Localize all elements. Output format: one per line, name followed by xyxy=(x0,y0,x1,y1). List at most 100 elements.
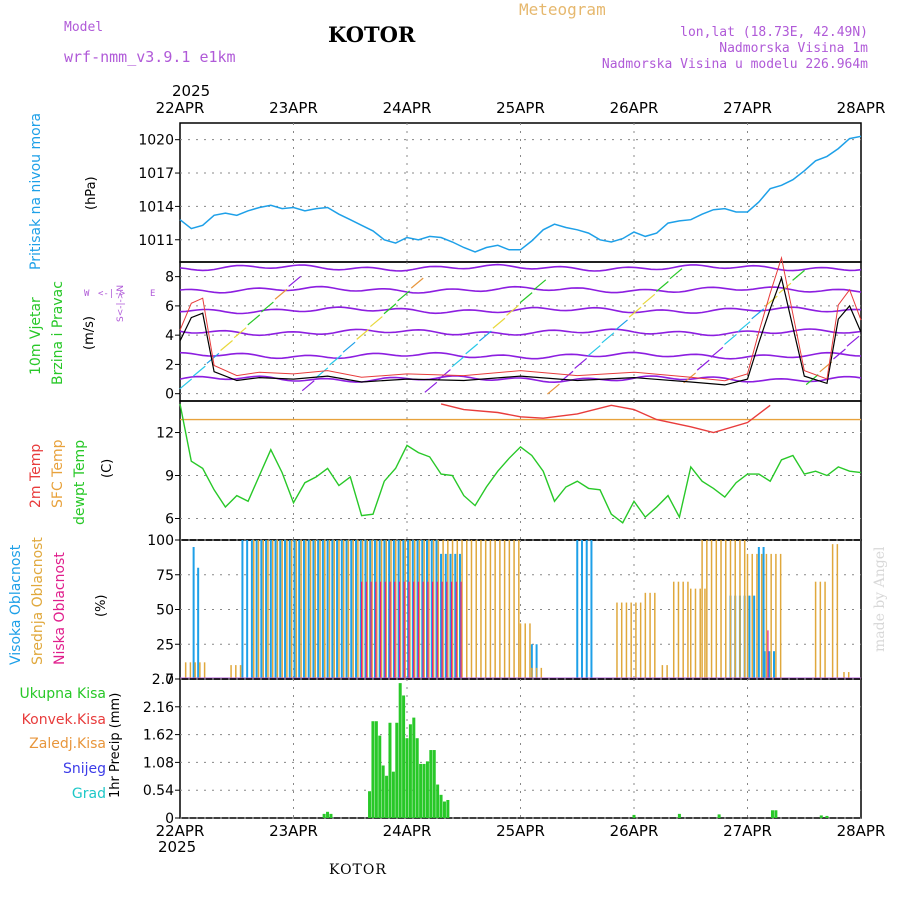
wind-barb xyxy=(710,346,724,358)
precip-bar xyxy=(371,721,375,818)
wind-barb xyxy=(261,301,274,313)
ytick-label: 12 xyxy=(156,426,174,442)
precip-bar xyxy=(442,801,446,818)
precip-bar xyxy=(419,763,423,818)
ytick-label: 2.7 xyxy=(152,672,174,688)
precip-bar xyxy=(819,815,823,818)
panel-frame xyxy=(179,400,862,541)
model-label: Model xyxy=(64,20,104,35)
wind-barb xyxy=(342,341,356,353)
x-tick-top: 23APR xyxy=(269,99,318,117)
x-tick-bottom: 28APR xyxy=(837,822,886,840)
x-tick-top: 25APR xyxy=(496,99,545,117)
precip-bar xyxy=(425,761,429,818)
precip-bar xyxy=(402,695,406,818)
precip-bar xyxy=(385,775,389,818)
lonlat-text: lon,lat (18.73E, 42.49N) xyxy=(680,25,868,40)
wind-barb xyxy=(369,316,383,328)
precip-bar xyxy=(632,814,636,818)
precip-bar xyxy=(439,794,443,818)
ytick-label: 4 xyxy=(165,328,174,344)
ytick-label: 0 xyxy=(165,672,174,688)
wind-barb xyxy=(329,354,342,366)
ytick-label: 0 xyxy=(165,387,174,403)
wind-barb xyxy=(642,293,656,305)
wind-barb xyxy=(792,269,805,281)
x-tick-top: 24APR xyxy=(383,99,432,117)
wind-barb xyxy=(465,343,479,355)
legend-rain-conv: Konvek.Kisa xyxy=(21,712,106,728)
wind-barb xyxy=(574,357,588,369)
ytick-label: 75 xyxy=(156,568,174,584)
footer-location: KOTOR xyxy=(329,862,387,878)
precip-bar xyxy=(381,765,385,818)
ytick-label: 6 xyxy=(165,299,174,315)
wind-barb xyxy=(247,314,261,326)
pressure-line xyxy=(179,135,862,253)
wind-barb xyxy=(506,304,519,316)
wind-barb xyxy=(397,290,410,302)
precip-bar xyxy=(432,750,436,818)
precip-bar xyxy=(408,724,412,818)
precip-bar xyxy=(429,750,433,818)
x-tick-top: 26APR xyxy=(610,99,659,117)
precip-bar xyxy=(405,738,409,818)
x-tick-bottom: 25APR xyxy=(496,822,545,840)
wind-barb xyxy=(846,335,860,347)
wind-barb xyxy=(356,328,370,340)
wind-direction-line xyxy=(179,285,862,294)
legend-hail: Grad xyxy=(71,786,106,802)
precip-bar xyxy=(388,722,392,818)
x-tick-top: 28APR xyxy=(837,99,886,117)
model-name: wrf-nmm_v3.9.1 e1km xyxy=(64,48,236,66)
ytick-label: 2 xyxy=(165,357,174,373)
ytick-label: 1011 xyxy=(138,233,174,249)
x-tick-bottom: 27APR xyxy=(723,822,772,840)
wind-gust-line xyxy=(179,255,862,382)
precip-bar xyxy=(774,810,778,818)
legend-rain-total: Ukupna Kisa xyxy=(19,686,106,702)
wind-barb xyxy=(587,345,601,357)
wind-barb xyxy=(492,317,506,329)
precip-bar xyxy=(446,799,450,818)
legend-freezing-rain: Zaledj.Kisa xyxy=(29,736,106,752)
wind-barb xyxy=(778,282,792,294)
wind-barb xyxy=(315,367,329,379)
precip-bar xyxy=(391,771,395,818)
wind-barb xyxy=(805,374,819,386)
ytick-label: 1.08 xyxy=(143,755,174,771)
precip-bar xyxy=(322,813,326,818)
wind-barb xyxy=(233,327,247,339)
wind-barb xyxy=(696,359,710,371)
panel-frame xyxy=(179,678,862,819)
ytick-label: 1017 xyxy=(138,166,174,182)
precip-bar xyxy=(436,784,440,818)
x-tick-bottom: 26APR xyxy=(610,822,659,840)
wind-barb xyxy=(478,330,492,342)
ytick-label: 9 xyxy=(165,469,174,485)
wind-barb xyxy=(547,383,560,395)
ytick-label: 6 xyxy=(165,512,174,528)
wind-barb xyxy=(724,334,737,345)
precip-bar xyxy=(326,811,330,818)
precip-bar xyxy=(422,763,426,818)
wind-barb xyxy=(615,319,628,331)
altitude-text: Nadmorska Visina 1m xyxy=(719,41,868,56)
precip-bar xyxy=(374,721,378,818)
wind-direction-line xyxy=(179,328,862,337)
ytick-label: 0.54 xyxy=(143,783,174,799)
compass-w: W xyxy=(84,289,90,299)
wind-direction-line xyxy=(179,351,862,360)
location-title: KOTOR xyxy=(328,22,416,47)
x-tick-top: 27APR xyxy=(723,99,772,117)
wind-barb xyxy=(288,275,302,287)
legend-snow: Snijeg xyxy=(62,761,106,777)
wind-barb xyxy=(410,277,424,289)
ytick-label: 1014 xyxy=(138,199,174,215)
wind-barb xyxy=(833,348,846,360)
wind-barb xyxy=(424,381,438,393)
ytick-label: 50 xyxy=(156,603,174,619)
precip-bar xyxy=(825,815,829,818)
compass-we-arrow: <-|-> xyxy=(98,289,126,299)
ytick-label: 1020 xyxy=(138,133,174,149)
